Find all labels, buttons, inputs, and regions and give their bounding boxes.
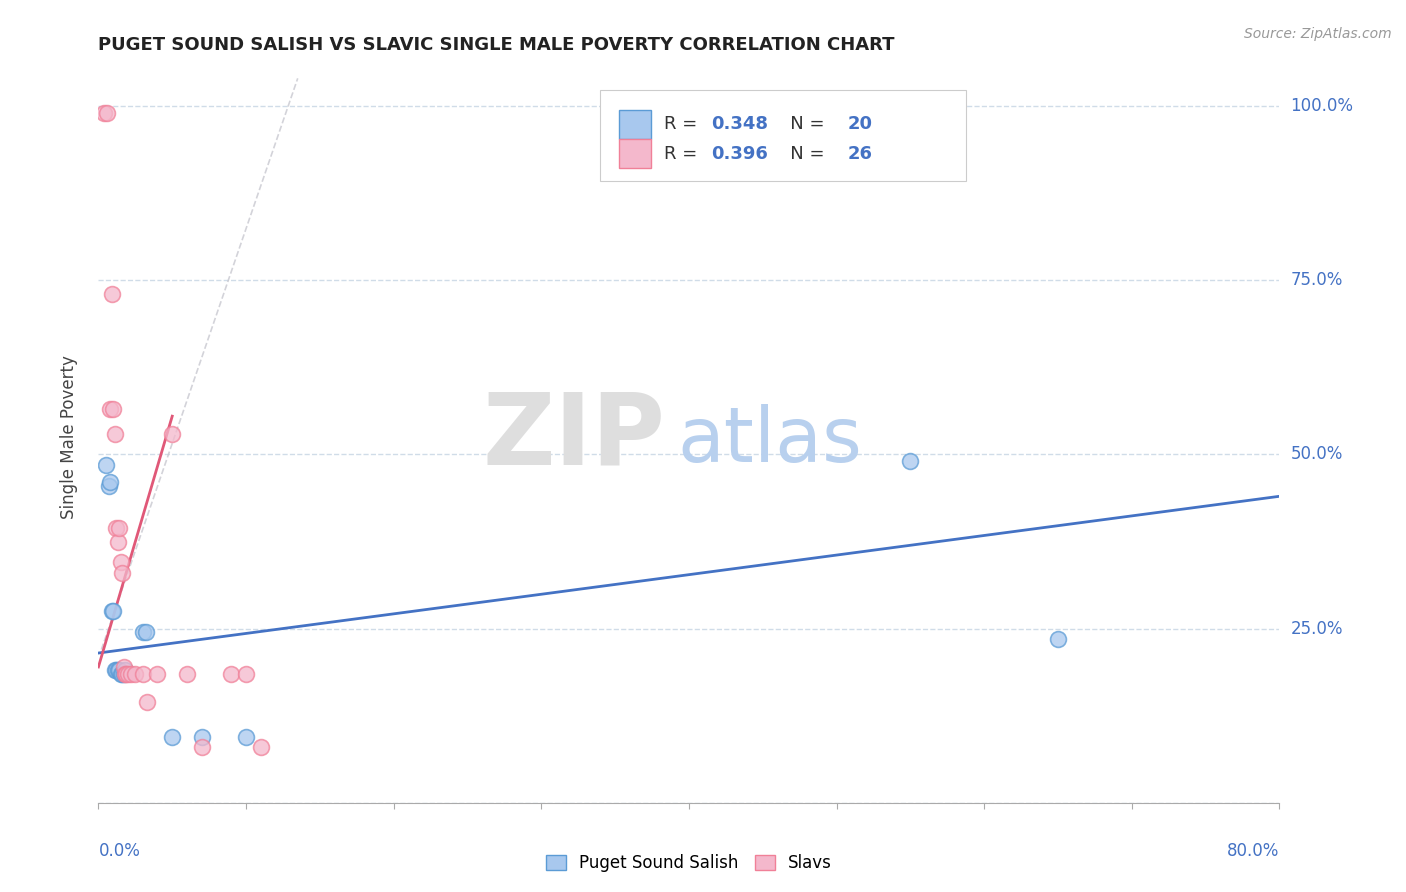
Point	[162, 426, 183, 441]
Point	[114, 664, 136, 678]
Text: R =: R =	[664, 145, 703, 163]
Point	[93, 106, 115, 120]
Point	[162, 730, 183, 744]
Point	[120, 667, 142, 681]
Point	[146, 667, 169, 681]
Point	[104, 664, 127, 678]
Point	[103, 402, 125, 417]
Point	[100, 287, 122, 301]
Point	[107, 534, 129, 549]
Point	[135, 625, 157, 640]
Point	[104, 426, 127, 441]
Text: Source: ZipAtlas.com: Source: ZipAtlas.com	[1244, 27, 1392, 41]
Text: PUGET SOUND SALISH VS SLAVIC SINGLE MALE POVERTY CORRELATION CHART: PUGET SOUND SALISH VS SLAVIC SINGLE MALE…	[98, 36, 896, 54]
Point	[105, 521, 128, 535]
Point	[115, 667, 138, 681]
Point	[124, 667, 146, 681]
Point	[219, 667, 242, 681]
Text: 0.348: 0.348	[711, 115, 769, 134]
Text: 80.0%: 80.0%	[1227, 842, 1279, 860]
Point	[108, 521, 131, 535]
Point	[110, 556, 132, 570]
Text: N =: N =	[773, 145, 830, 163]
Point	[1046, 632, 1069, 646]
Point	[191, 740, 214, 755]
Point	[103, 604, 125, 618]
Point	[97, 479, 120, 493]
Point	[235, 667, 257, 681]
Text: 20: 20	[848, 115, 872, 134]
Point	[132, 625, 155, 640]
Point	[132, 667, 155, 681]
Point	[117, 667, 139, 681]
Point	[111, 667, 134, 681]
Point	[96, 106, 118, 120]
Point	[191, 730, 214, 744]
Y-axis label: Single Male Poverty: Single Male Poverty	[59, 355, 77, 519]
Point	[98, 402, 121, 417]
Text: 100.0%: 100.0%	[1291, 97, 1354, 115]
Text: 75.0%: 75.0%	[1291, 271, 1343, 289]
Point	[110, 667, 132, 681]
Point	[94, 458, 117, 472]
Text: 0.396: 0.396	[711, 145, 768, 163]
Point	[250, 740, 273, 755]
Text: R =: R =	[664, 115, 703, 134]
Text: 50.0%: 50.0%	[1291, 445, 1343, 464]
Point	[112, 667, 135, 681]
Point	[107, 664, 129, 678]
Point	[111, 566, 134, 580]
Point	[900, 454, 922, 468]
Point	[235, 730, 257, 744]
Point	[112, 660, 135, 674]
Point	[105, 664, 128, 678]
Text: 0.0%: 0.0%	[98, 842, 141, 860]
Text: atlas: atlas	[678, 404, 862, 478]
Point	[108, 664, 131, 678]
Point	[98, 475, 121, 490]
FancyBboxPatch shape	[619, 110, 651, 139]
FancyBboxPatch shape	[600, 90, 966, 181]
Point	[100, 604, 122, 618]
FancyBboxPatch shape	[619, 139, 651, 169]
Text: ZIP: ZIP	[482, 389, 665, 485]
Point	[136, 695, 159, 709]
Legend: Puget Sound Salish, Slavs: Puget Sound Salish, Slavs	[538, 847, 839, 879]
Point	[114, 667, 136, 681]
Text: 26: 26	[848, 145, 872, 163]
Text: 25.0%: 25.0%	[1291, 620, 1343, 638]
Text: N =: N =	[773, 115, 830, 134]
Point	[176, 667, 198, 681]
